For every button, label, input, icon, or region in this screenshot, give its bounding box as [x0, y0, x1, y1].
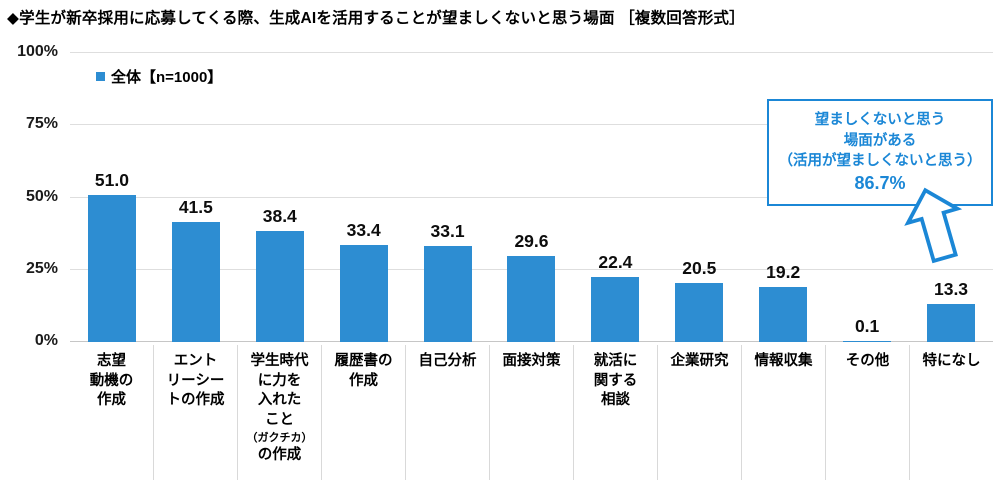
- bar-cell: 13.3: [909, 53, 993, 342]
- y-tick-label: 0%: [34, 332, 58, 349]
- x-category-line: 作成: [97, 392, 126, 408]
- callout-box: 望ましくないと思う 場面がある （活用が望ましくないと思う） 86.7%: [767, 99, 993, 206]
- y-tick-label: 50%: [25, 187, 58, 205]
- bar-志望動機の作成: [87, 194, 136, 342]
- bar-企業研究: [675, 282, 724, 342]
- bar-value-label: 41.5: [178, 197, 213, 218]
- y-tick-label: 100%: [17, 43, 58, 60]
- callout-line: （活用が望ましくないと思う）: [778, 153, 982, 169]
- x-category-line: リーシー: [166, 372, 225, 389]
- x-category-line: 相談: [601, 392, 630, 408]
- x-category-line: 情報収集: [754, 353, 813, 369]
- bar-cell: 38.4: [238, 53, 322, 342]
- bar-value-label: 33.1: [430, 221, 465, 242]
- bar-cell: 33.4: [322, 53, 406, 342]
- bar-エントリーシートの作成: [171, 222, 220, 342]
- x-category-line: その他: [845, 353, 890, 369]
- x-category-line: 履歴書の: [334, 353, 393, 369]
- bar-value-label: 20.5: [682, 257, 717, 278]
- x-category-line: 動機の: [89, 372, 134, 389]
- bar-cell: 33.1: [406, 53, 490, 342]
- legend-swatch-icon: [96, 72, 105, 81]
- x-category-line: （ガクチカ）: [246, 432, 313, 444]
- bar-cell: 22.4: [573, 53, 657, 342]
- x-category-line: の作成: [257, 447, 302, 463]
- callout-arrow-icon: [894, 179, 976, 270]
- y-tick-label: 75%: [25, 115, 58, 133]
- x-category-line: トの作成: [166, 392, 225, 408]
- bar-その他: [843, 340, 892, 342]
- bar-cell: 41.5: [154, 53, 238, 342]
- x-category-line: 企業研究: [670, 353, 729, 369]
- x-category-label: 履歴書の 作成: [321, 345, 405, 480]
- chart-title: ◆学生が新卒採用に応募してくる際、生成AIを活用することが望ましくないと思う場面…: [7, 10, 745, 27]
- legend-label: 全体【n=1000】: [111, 69, 223, 86]
- bar-情報収集: [759, 286, 808, 342]
- bar-履歴書の作成: [339, 245, 388, 342]
- x-category-label: 自己分析: [405, 345, 489, 480]
- y-tick-label: 25%: [25, 259, 58, 277]
- x-category-line: 学生時代: [250, 353, 309, 369]
- gridline-100: [70, 52, 993, 53]
- bars-row: 51.0 41.5 38.4 33.4 33.1 29.6 22.4 20.5 19.2 0.1 1…: [70, 53, 993, 342]
- x-category-label: 企業研究: [657, 345, 741, 480]
- bar-就活に関する相談: [591, 277, 640, 342]
- bar-cell: 20.5: [657, 53, 741, 342]
- x-category-label: 面接対策: [489, 345, 573, 480]
- gridline-50: [70, 196, 993, 198]
- bar-cell: 51.0: [70, 53, 154, 342]
- x-category-label: 学生時代に力を入れたこと （ガクチカ） の作成: [237, 345, 321, 480]
- callout-line: 場面がある: [843, 132, 917, 149]
- legend: 全体【n=1000】: [96, 66, 222, 87]
- x-category-line: に力を: [257, 372, 302, 389]
- bar-cell: 29.6: [490, 53, 574, 342]
- x-category-line: 面接対策: [502, 353, 561, 369]
- x-category-line: エント: [173, 353, 218, 369]
- bar-自己分析: [423, 246, 472, 342]
- callout-percentage: 86.7%: [854, 172, 906, 193]
- bar-value-label: 22.4: [598, 252, 633, 273]
- x-axis-labels: 志望 動機の 作成 エント リーシー トの作成 学生時代 に力を 入れた こと （ガクチカ） の作成履…: [70, 345, 993, 480]
- x-category-label: その他: [825, 345, 909, 480]
- bar-特になし: [927, 303, 976, 342]
- x-category-line: 自己分析: [418, 353, 477, 369]
- x-category-label: エントリーシートの作成: [153, 345, 237, 480]
- x-category-line: 入れた: [257, 392, 302, 408]
- x-category-line: こと: [265, 411, 294, 428]
- x-category-line: 特になし: [922, 353, 981, 369]
- bar-value-label: 13.3: [933, 278, 969, 299]
- gridline-75: [70, 124, 993, 126]
- bar-value-label: 33.4: [346, 220, 381, 241]
- x-category-line: 就活に: [593, 353, 638, 369]
- callout-line: 望ましくないと思う: [814, 112, 946, 128]
- bar-value-label: 29.6: [514, 231, 549, 252]
- x-category-line: 関する: [593, 372, 638, 389]
- bar-value-label: 19.2: [766, 261, 801, 282]
- bar-value-label: 51.0: [94, 169, 129, 190]
- bar-学生時代に力を入れたこと（ガクチカ）の作成: [255, 231, 304, 342]
- bar-面接対策: [507, 256, 556, 342]
- x-category-label: 志望 動機の 作成: [70, 345, 153, 480]
- x-category-label: 就活に 関する 相談: [573, 345, 657, 480]
- bar-value-label: 0.1: [854, 315, 880, 336]
- x-category-label: 特になし: [909, 345, 993, 480]
- x-category-label: 情報収集: [741, 345, 825, 480]
- bar-cell: 19.2: [741, 53, 825, 342]
- bar-cell: 0.1: [825, 53, 909, 342]
- x-category-line: 作成: [349, 372, 378, 389]
- x-category-line: 志望: [97, 353, 126, 369]
- bar-value-label: 38.4: [262, 206, 297, 227]
